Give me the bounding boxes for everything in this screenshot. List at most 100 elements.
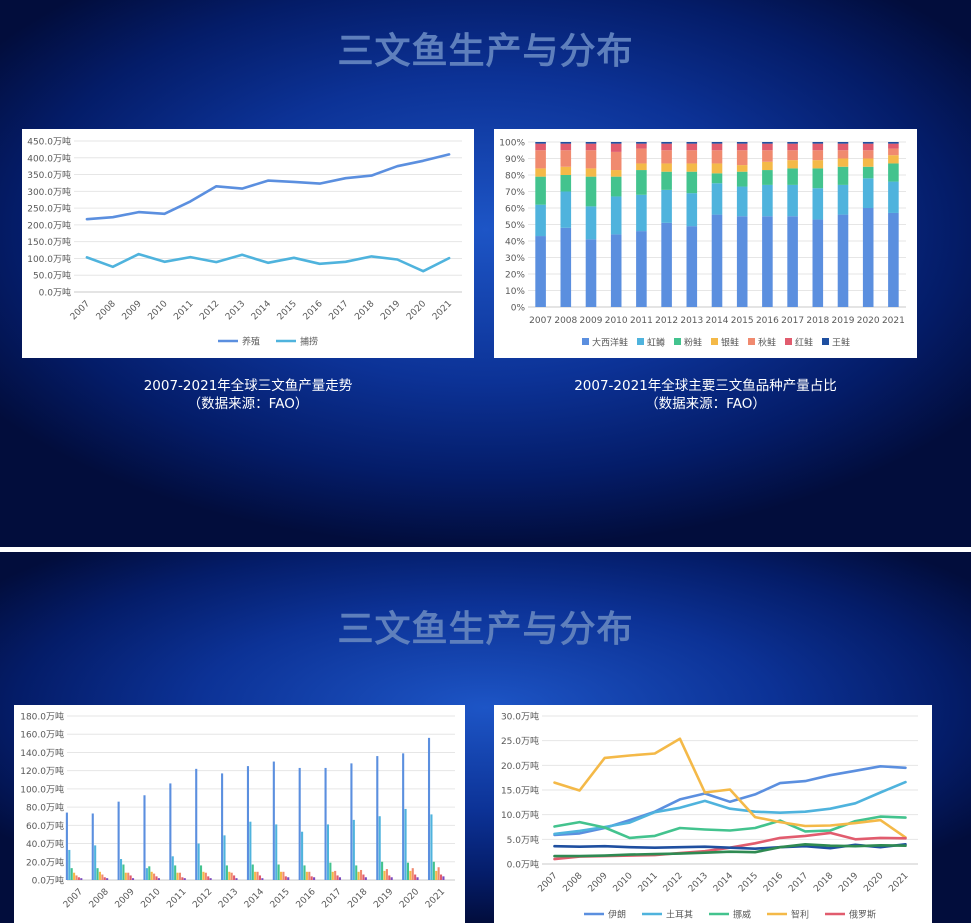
stacked-bar-segment <box>610 143 622 152</box>
bar <box>352 819 355 880</box>
bar <box>324 767 327 880</box>
stacked-bar-segment <box>535 142 546 144</box>
bar <box>204 872 207 880</box>
bar <box>127 872 130 880</box>
y-tick-label: 180.0万吨 <box>20 711 64 723</box>
stacked-bar-segment <box>636 148 647 164</box>
y-tick-label: 30% <box>505 254 525 264</box>
stacked-bar-segment <box>787 216 798 307</box>
x-tick-label: 2017 <box>781 316 804 326</box>
bar <box>308 871 311 880</box>
y-tick-label: 300.0万吨 <box>27 186 71 198</box>
stacked-bar-segment <box>888 212 899 307</box>
stacked-bar-segment <box>888 181 899 213</box>
legend-label: 红鲑 <box>795 337 813 349</box>
stacked-bar-segment <box>736 142 748 144</box>
legend-label: 粉鲑 <box>684 337 702 349</box>
bar <box>416 877 419 880</box>
y-tick-label: 25.0万吨 <box>501 735 539 747</box>
stacked-bar-segment <box>888 142 899 144</box>
bar <box>195 768 198 880</box>
bar <box>176 872 179 880</box>
bar <box>91 813 94 880</box>
x-tick-label: 2014 <box>706 316 729 326</box>
stacked-bar-segment <box>762 184 773 217</box>
bar <box>359 869 363 880</box>
stacked-bar-segment <box>686 142 698 144</box>
bar <box>427 737 431 880</box>
caption-title: 2007-2021年全球主要三文鱼品种产量占比 <box>574 378 837 394</box>
x-tick-label: 2016 <box>762 871 785 894</box>
legend-swatch <box>748 338 755 345</box>
legend-label: 土耳其 <box>666 909 693 921</box>
x-tick-label: 2018 <box>353 299 376 322</box>
caption-species-share: 2007-2021年全球主要三文鱼品种产量占比 （数据来源：FAO） <box>494 377 917 413</box>
bar <box>145 868 148 880</box>
y-tick-label: 80% <box>505 172 525 182</box>
bar <box>331 871 334 880</box>
stacked-bar-segment <box>762 143 773 151</box>
stacked-bar-segment <box>585 150 597 169</box>
caption-source: （数据来源：FAO） <box>187 396 309 412</box>
x-tick-label: 2007 <box>62 887 85 910</box>
bar <box>256 871 259 880</box>
stacked-bar-segment <box>787 160 798 169</box>
stacked-bar-segment <box>837 166 849 185</box>
bar <box>228 871 231 880</box>
stacked-bar-segment <box>862 166 874 179</box>
x-tick-label: 2009 <box>114 887 137 910</box>
y-tick-label: 90% <box>505 155 525 165</box>
bar <box>378 816 381 880</box>
stacked-bar-segment <box>661 163 672 172</box>
bar <box>68 849 71 880</box>
y-tick-label: 60% <box>505 205 525 215</box>
y-tick-label: 10.0万吨 <box>501 809 539 821</box>
caption-total-production: 2007-2021年全球三文鱼产量走势 （数据来源：FAO） <box>22 377 474 413</box>
bar <box>439 874 443 880</box>
y-tick-label: 40.0万吨 <box>26 838 64 850</box>
x-tick-label: 2019 <box>372 887 395 910</box>
bar <box>94 845 97 880</box>
bar <box>174 865 177 880</box>
bar <box>411 868 414 880</box>
bar <box>338 877 342 880</box>
stacked-bar-segment <box>610 176 622 197</box>
bar <box>181 877 184 880</box>
x-tick-label: 2015 <box>276 299 299 322</box>
bar <box>329 862 332 880</box>
y-tick-label: 0% <box>511 304 526 314</box>
stacked-bar-segment <box>711 150 723 164</box>
stacked-bar-segment <box>636 163 647 171</box>
bar <box>101 874 104 880</box>
x-tick-label: 2011 <box>637 871 660 894</box>
series-line <box>85 153 451 221</box>
bar <box>106 878 109 880</box>
bar <box>362 874 365 880</box>
bar <box>414 874 417 880</box>
bar <box>334 870 337 880</box>
stacked-bar-segment <box>711 173 723 184</box>
bar <box>326 824 330 880</box>
bar <box>103 877 106 880</box>
chart-panel-total-production: 0.0万吨 50.0万吨 100.0万吨 150.0万吨 200.0万吨 250.0万吨 3… <box>22 129 474 358</box>
bar <box>77 877 80 880</box>
legend-label: 智利 <box>791 909 809 921</box>
stacked-bar-segment <box>711 163 723 174</box>
bar <box>75 875 78 880</box>
stacked-bar-segment <box>812 143 824 151</box>
bar <box>251 864 254 880</box>
x-tick-label: 2015 <box>737 871 760 894</box>
legend-swatch <box>674 338 681 345</box>
stacked-bar-segment <box>535 176 546 205</box>
stacked-bar-segment <box>661 150 672 164</box>
bar <box>246 766 250 880</box>
stacked-bar-segment <box>560 166 572 175</box>
x-tick-label: 2008 <box>88 887 111 910</box>
stacked-bar-segment <box>610 234 622 307</box>
y-tick-label: 20% <box>505 271 525 281</box>
x-tick-label: 2011 <box>630 316 653 326</box>
stacked-bar-segment <box>812 168 824 189</box>
bar <box>148 866 151 880</box>
stacked-bar-segment <box>812 219 824 307</box>
x-tick-label: 2016 <box>295 887 318 910</box>
